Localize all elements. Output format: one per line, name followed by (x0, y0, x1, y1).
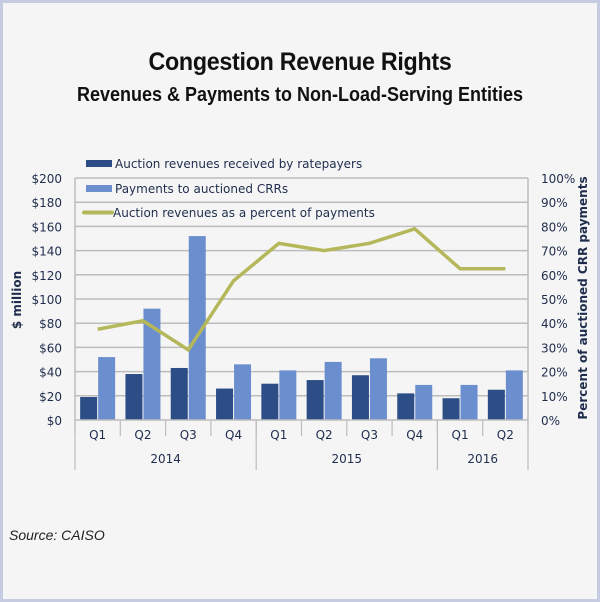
bar-payments (279, 370, 297, 420)
source-note: Source: CAISO (9, 527, 105, 543)
y-tick-label-right: 80% (541, 220, 568, 234)
x-tick-label-quarter: Q1 (270, 428, 287, 442)
bar-payments (98, 357, 116, 420)
y-tick-label-right: 0% (541, 414, 560, 428)
y-tick-label-right: 10% (541, 390, 568, 404)
y-tick-label-left: $140 (31, 245, 62, 259)
y-tick-label-left: $20 (39, 390, 62, 404)
y-axis-title-right: Percent of auctioned CRR payments (576, 176, 590, 419)
y-tick-label-left: $60 (39, 341, 62, 355)
chart-title: Congestion Revenue Rights (148, 48, 452, 76)
chart-frame (3, 3, 597, 599)
bars (80, 236, 523, 420)
x-tick-label-quarter: Q2 (134, 428, 151, 442)
bar-payments (188, 236, 206, 420)
x-tick-label-quarter: Q4 (225, 428, 242, 442)
y-tick-label-left: $200 (31, 172, 62, 186)
x-tick-label-quarter: Q1 (89, 428, 106, 442)
y-tick-label-right: 50% (541, 293, 568, 307)
y-tick-label-left: $0 (47, 414, 62, 428)
bar-auction-revenues (351, 375, 369, 420)
bar-payments (415, 384, 433, 420)
x-tick-label-quarter: Q1 (452, 428, 469, 442)
chart-subtitle: Revenues & Payments to Non-Load-Serving … (76, 84, 524, 106)
x-tick-label-quarter: Q2 (316, 428, 333, 442)
bar-auction-revenues (216, 388, 234, 420)
legend-label-percent-line: Auction revenues as a percent of payment… (113, 206, 375, 220)
bar-payments (234, 364, 252, 420)
percent-line-layer (97, 226, 506, 353)
bar-payments (460, 384, 478, 420)
bar-payments (505, 370, 523, 420)
y-tick-label-right: 60% (541, 269, 568, 283)
x-tick-label-quarter: Q3 (180, 428, 197, 442)
bar-auction-revenues (442, 398, 460, 420)
legend: Auction revenues received by ratepayers … (82, 157, 375, 220)
bar-auction-revenues (125, 374, 143, 420)
x-tick-label-year: 2016 (467, 452, 498, 466)
x-tick-label-quarter: Q2 (497, 428, 514, 442)
bar-auction-revenues (170, 367, 188, 420)
y-tick-label-left: $180 (31, 196, 62, 210)
axes: $0 $20 $40 $60 $80 $100 $120 $140 $160 $180 $200 0%… (31, 172, 575, 470)
y-tick-label-right: 20% (541, 366, 568, 380)
bar-auction-revenues (261, 383, 279, 420)
bar-payments (369, 358, 387, 420)
x-tick-label-year: 2015 (332, 452, 363, 466)
percent-line (97, 226, 506, 353)
y-tick-label-left: $160 (31, 220, 62, 234)
y-tick-label-left: $80 (39, 317, 62, 331)
y-tick-label-right: 90% (541, 196, 568, 210)
y-tick-label-right: 100% (541, 172, 575, 186)
bar-payments (143, 308, 161, 420)
y-axis-title-left: $ million (10, 271, 24, 329)
x-tick-label-year: 2014 (150, 452, 181, 466)
x-tick-label-quarter: Q4 (406, 428, 423, 442)
y-tick-label-left: $120 (31, 269, 62, 283)
y-tick-label-right: 40% (541, 317, 568, 331)
legend-swatch-payments (86, 185, 112, 192)
legend-label-auction-revenues: Auction revenues received by ratepayers (115, 157, 362, 171)
y-tick-label-right: 30% (541, 341, 568, 355)
bar-auction-revenues (80, 397, 98, 420)
y-tick-label-right: 70% (541, 245, 568, 259)
legend-label-payments: Payments to auctioned CRRs (115, 182, 288, 196)
x-tick-label-quarter: Q3 (361, 428, 378, 442)
bar-auction-revenues (397, 393, 415, 420)
y-tick-label-left: $100 (31, 293, 62, 307)
y-tick-label-left: $40 (39, 366, 62, 380)
bar-auction-revenues (487, 389, 505, 420)
legend-swatch-auction-revenues (86, 160, 112, 167)
bar-auction-revenues (306, 380, 324, 420)
bar-payments (324, 361, 342, 420)
